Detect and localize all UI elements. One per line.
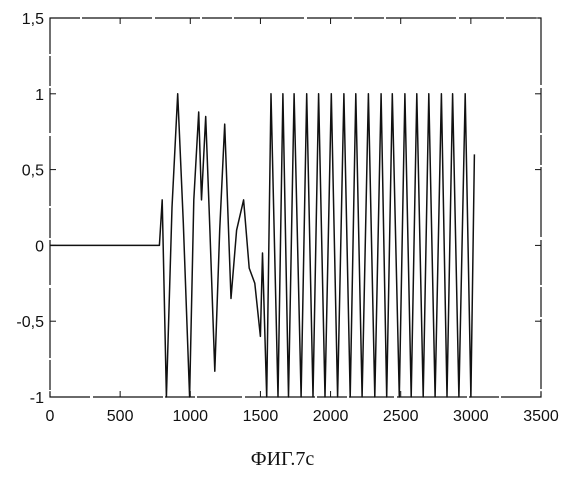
- y-tick-label: 0,5: [22, 163, 44, 180]
- x-tick-label: 1000: [172, 408, 208, 425]
- y-tick-label: -0,5: [16, 314, 44, 331]
- x-tick-label: 1500: [243, 408, 279, 425]
- signal-series-line: [50, 94, 474, 397]
- x-tick-label: 2000: [313, 408, 349, 425]
- y-tick-label: 1,5: [22, 11, 44, 28]
- y-tick-label: 1: [35, 87, 44, 104]
- figure-caption: ФИГ.7с: [0, 448, 565, 471]
- y-tick-label: 0: [35, 238, 44, 255]
- y-tick-label: -1: [30, 390, 44, 407]
- waveform-chart: 0 500 1000 1500 2000 2500 3000 3500 -1 -0,5 0 0,5 1…: [0, 0, 565, 440]
- x-tick-label: 3500: [523, 408, 559, 425]
- x-tick-label: 2500: [383, 408, 419, 425]
- x-tick-label: 3000: [453, 408, 489, 425]
- x-tick-label: 500: [107, 408, 134, 425]
- x-tick-label: 0: [46, 408, 55, 425]
